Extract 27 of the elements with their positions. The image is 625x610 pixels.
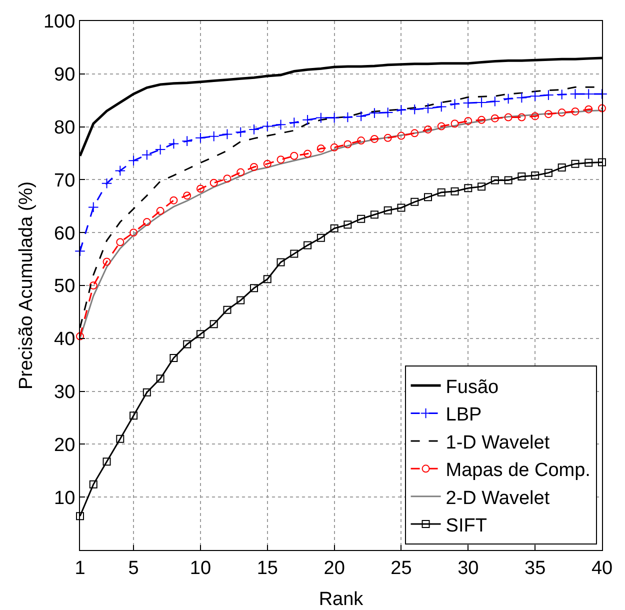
x-tick-label: 40 xyxy=(591,558,613,579)
y-tick-label: 10 xyxy=(54,488,76,509)
x-tick-label: 30 xyxy=(458,558,479,579)
legend-label: 1-D Wavelet xyxy=(446,432,550,454)
x-tick-label: 10 xyxy=(190,558,212,579)
y-tick-label: 80 xyxy=(54,117,76,138)
x-tick-label: 25 xyxy=(390,558,412,579)
legend-label: LBP xyxy=(446,404,482,426)
x-tick-label: 5 xyxy=(128,558,139,579)
y-tick-label: 60 xyxy=(54,223,76,244)
y-tick-label: 40 xyxy=(54,329,76,350)
y-axis-title: Precisão Acumulada (%) xyxy=(16,181,37,390)
x-axis-title: Rank xyxy=(318,589,364,610)
y-tick-label: 100 xyxy=(43,12,76,33)
y-tick-label: 50 xyxy=(54,276,76,298)
legend-label: SIFT xyxy=(446,515,488,536)
y-tick-label: 20 xyxy=(54,434,76,456)
legend-label: Fusão xyxy=(446,376,499,398)
x-tick-label: 35 xyxy=(524,558,546,579)
y-tick-label: 30 xyxy=(54,382,76,403)
x-tick-label: 1 xyxy=(74,558,86,579)
legend-label: Mapas de Comp. xyxy=(446,460,590,482)
x-tick-label: 15 xyxy=(256,558,278,579)
y-tick-label: 70 xyxy=(54,170,76,192)
legend-label: 2-D Wavelet xyxy=(446,488,550,509)
x-tick-label: 20 xyxy=(324,558,345,579)
y-tick-label: 90 xyxy=(54,64,76,86)
